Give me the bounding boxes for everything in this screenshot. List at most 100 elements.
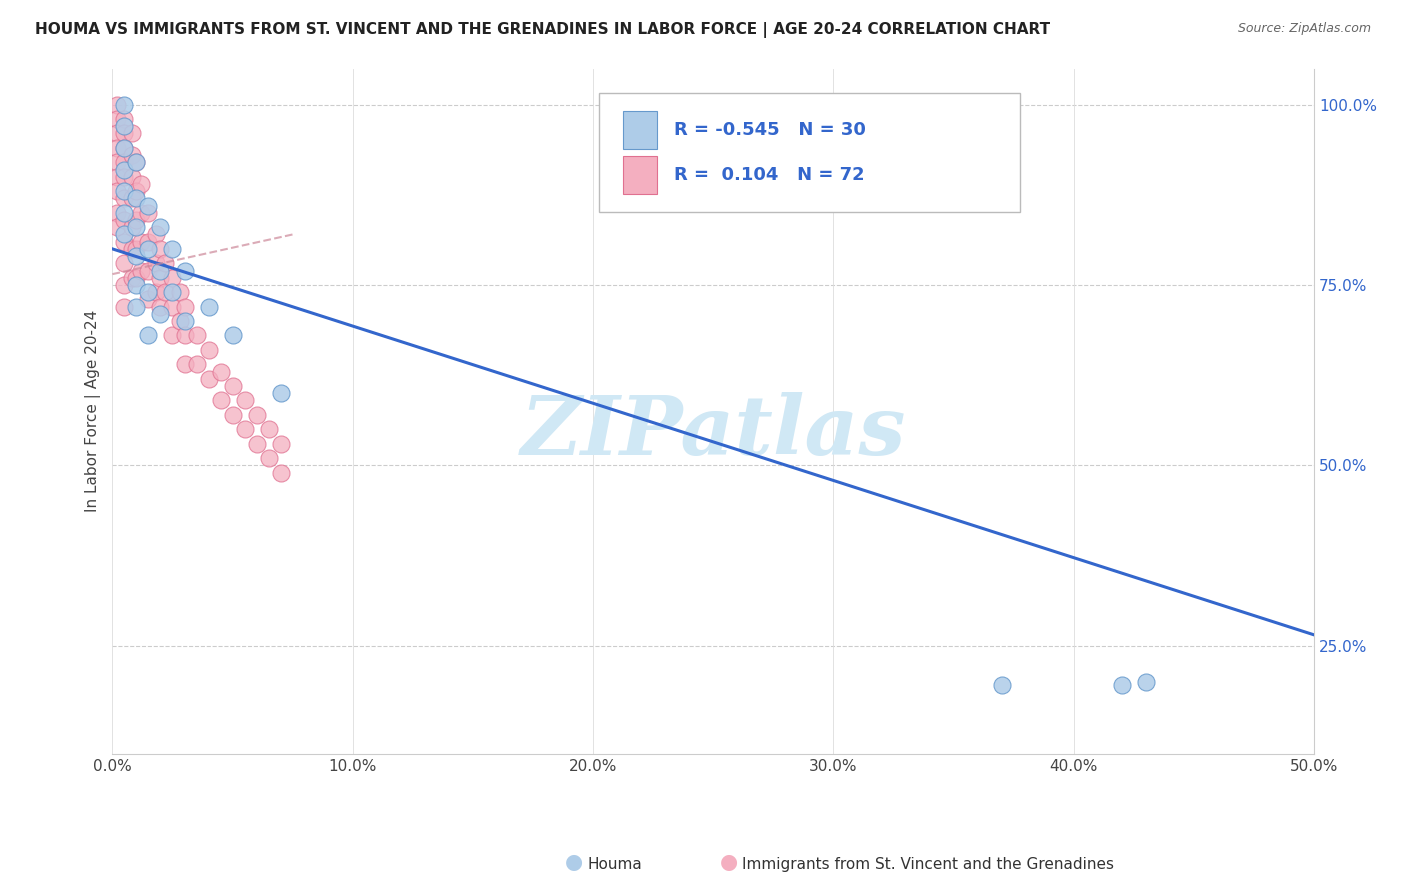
Point	[125, 242, 148, 256]
Text: ●: ●	[720, 853, 738, 872]
Point	[112, 169, 135, 184]
Point	[209, 393, 232, 408]
Point	[105, 97, 128, 112]
Bar	[623, 156, 657, 194]
Point	[138, 242, 160, 256]
Point	[145, 256, 167, 270]
Point	[138, 206, 160, 220]
Text: Houma: Houma	[588, 857, 643, 872]
Point	[112, 277, 135, 292]
Point	[105, 184, 128, 198]
Point	[112, 256, 135, 270]
Point	[155, 256, 177, 270]
Point	[246, 408, 269, 422]
Text: Source: ZipAtlas.com: Source: ZipAtlas.com	[1237, 22, 1371, 36]
Point	[138, 235, 160, 249]
Point	[270, 466, 292, 480]
Point	[162, 270, 184, 285]
Point	[149, 220, 172, 235]
Bar	[623, 112, 657, 149]
Point	[1135, 674, 1157, 689]
Point	[125, 300, 148, 314]
Point	[173, 357, 195, 371]
Point	[169, 285, 191, 300]
Point	[105, 155, 128, 169]
Point	[162, 300, 184, 314]
Point	[125, 155, 148, 169]
Point	[125, 191, 148, 205]
Point	[125, 277, 148, 292]
Point	[112, 300, 135, 314]
Point	[105, 141, 128, 155]
Point	[112, 141, 135, 155]
Point	[149, 263, 172, 277]
Point	[112, 97, 135, 112]
Point	[221, 408, 243, 422]
Point	[112, 127, 135, 141]
Point	[112, 155, 135, 169]
Point	[112, 213, 135, 227]
Point	[125, 155, 148, 169]
Point	[112, 162, 135, 177]
Point	[125, 213, 148, 227]
Point	[162, 285, 184, 300]
Point	[105, 127, 128, 141]
Point	[121, 270, 143, 285]
Point	[121, 191, 143, 205]
Point	[209, 365, 232, 379]
Text: Immigrants from St. Vincent and the Grenadines: Immigrants from St. Vincent and the Gren…	[742, 857, 1115, 872]
Point	[105, 169, 128, 184]
Text: ZIPatlas: ZIPatlas	[520, 392, 905, 472]
Point	[149, 300, 172, 314]
Point	[257, 451, 280, 466]
Point	[138, 328, 160, 343]
Point	[270, 436, 292, 450]
Point	[105, 220, 128, 235]
Point	[112, 206, 135, 220]
FancyBboxPatch shape	[599, 93, 1019, 212]
Point	[112, 227, 135, 242]
Point	[138, 285, 160, 300]
Point	[112, 235, 135, 249]
Point	[125, 249, 148, 263]
Point	[270, 386, 292, 401]
Point	[221, 379, 243, 393]
Point	[221, 328, 243, 343]
Point	[162, 242, 184, 256]
Point	[121, 127, 143, 141]
Point	[149, 242, 172, 256]
Point	[197, 300, 219, 314]
Y-axis label: In Labor Force | Age 20-24: In Labor Force | Age 20-24	[86, 310, 101, 512]
Point	[125, 184, 148, 198]
Point	[112, 120, 135, 134]
Point	[149, 307, 172, 321]
Point	[112, 184, 135, 198]
Text: R = -0.545   N = 30: R = -0.545 N = 30	[673, 121, 866, 139]
Point	[1111, 678, 1133, 692]
Point	[125, 270, 148, 285]
Point	[105, 112, 128, 126]
Point	[105, 206, 128, 220]
Point	[173, 328, 195, 343]
Point	[112, 112, 135, 126]
Point	[233, 422, 256, 436]
Point	[129, 206, 152, 220]
Point	[145, 285, 167, 300]
Point	[121, 169, 143, 184]
Point	[129, 177, 152, 191]
Point	[197, 343, 219, 357]
Point	[112, 191, 135, 205]
Point	[155, 285, 177, 300]
Point	[125, 220, 148, 235]
Point	[173, 263, 195, 277]
Point	[246, 436, 269, 450]
Point	[162, 328, 184, 343]
Point	[121, 220, 143, 235]
Point	[257, 422, 280, 436]
Point	[145, 227, 167, 242]
Point	[138, 198, 160, 212]
Point	[121, 242, 143, 256]
Point	[138, 293, 160, 307]
Point	[112, 141, 135, 155]
Point	[129, 263, 152, 277]
